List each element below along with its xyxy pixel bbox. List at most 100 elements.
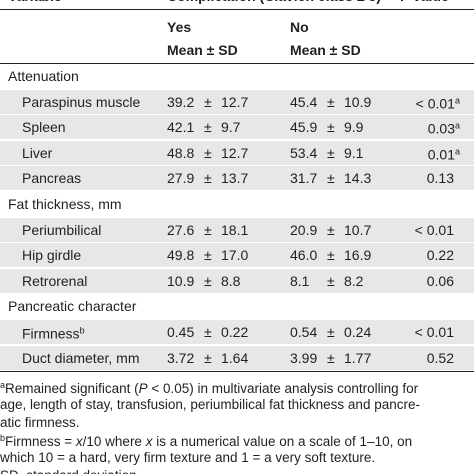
footnote-line: SD, standard deviation.	[0, 468, 140, 474]
yes-mean: 27.9	[167, 170, 195, 187]
footnote-text: SD, standard deviation.	[0, 468, 140, 474]
row-background	[0, 320, 474, 344]
no-sd: 1.77	[344, 349, 372, 366]
section-title: Pancreatic character	[8, 298, 137, 315]
p-value: 0.03a	[428, 118, 460, 137]
p-value: < 0.01a	[416, 92, 460, 111]
section-title: Fat thickness, mm	[8, 196, 122, 212]
p-text: < 0.01	[415, 95, 455, 112]
plus-minus: ±	[327, 170, 335, 187]
no-sd: 10.7	[344, 221, 372, 238]
footnote-line: which 10 = a hard, very firm texture and…	[0, 450, 375, 466]
yes-sd: 8.8	[221, 272, 241, 289]
row-background	[0, 217, 474, 242]
row-label: Liver	[22, 144, 53, 161]
plus-minus: ±	[327, 247, 335, 264]
footnote-mark: b	[0, 433, 6, 444]
no-sd: 9.1	[344, 144, 364, 161]
footnote-text: x	[75, 434, 83, 450]
plus-minus: ±	[327, 93, 335, 110]
plus-minus: ±	[327, 272, 335, 289]
yes-mean: 42.1	[167, 119, 195, 136]
footnote-text: x	[145, 434, 153, 450]
yes-sd: 13.7	[221, 170, 249, 187]
footnote-line: atic firmness.	[0, 415, 80, 431]
row-background	[0, 243, 474, 268]
yes-sd: 1.64	[221, 349, 249, 366]
no-mean: 45.4	[290, 93, 318, 110]
header-no: No	[290, 19, 309, 35]
plus-minus: ±	[327, 119, 335, 136]
footnote-line: aRemained significant (P < 0.05) in mult…	[0, 377, 418, 397]
plus-minus: ±	[204, 144, 212, 161]
header-group: Complication (Clavien class ≥ 3)	[167, 0, 381, 4]
row-label: Firmnessb	[22, 323, 85, 342]
p-text: < 0.01	[414, 221, 454, 238]
row-label: Retrorenal	[22, 272, 88, 289]
yes-sd: 0.22	[221, 324, 249, 340]
footnote-text: age, length of stay, transfusion, perium…	[0, 396, 420, 412]
yes-sd: 12.7	[221, 93, 249, 110]
no-sd: 9.9	[344, 119, 364, 136]
no-sd: 0.24	[344, 324, 372, 340]
row-background	[0, 268, 474, 293]
row-label: Spleen	[22, 119, 66, 136]
row-label: Pancreas	[22, 170, 82, 187]
yes-sd: 12.7	[221, 144, 249, 161]
footnote-mark: a	[454, 95, 460, 106]
header-rule	[0, 63, 474, 64]
p-value: < 0.01	[415, 222, 454, 238]
header-variable: Variable	[8, 0, 62, 4]
row-label: Duct diameter, mm	[22, 349, 140, 366]
footnote-mark: b	[79, 325, 85, 336]
plus-minus: ±	[327, 221, 335, 238]
plus-minus: ±	[204, 221, 212, 238]
no-mean: 0.54	[290, 324, 318, 340]
plus-minus: ±	[204, 119, 212, 136]
plus-minus: ±	[327, 324, 335, 340]
p-value: 0.13	[427, 170, 454, 186]
p-value: 0.52	[427, 350, 454, 366]
footnote-text: Remained significant (	[5, 381, 139, 396]
plus-minus: ±	[327, 349, 335, 366]
no-mean: 46.0	[290, 247, 318, 264]
yes-mean: 48.8	[167, 144, 195, 161]
header-yes-stat: Mean ± SD	[167, 42, 238, 58]
footnote-text: /10 where	[82, 434, 146, 450]
yes-mean: 10.9	[167, 272, 195, 289]
p-text: < 0.01	[414, 324, 454, 340]
no-sd: 10.9	[344, 93, 372, 110]
row-background	[0, 166, 474, 191]
plus-minus: ±	[204, 93, 212, 110]
no-mean: 3.99	[290, 349, 318, 366]
footnote-line: age, length of stay, transfusion, perium…	[0, 397, 420, 413]
footnote-mark: a	[0, 380, 6, 390]
table-bottom-rule	[0, 371, 474, 373]
yes-mean: 27.6	[167, 221, 195, 238]
yes-mean: 0.45	[167, 324, 195, 340]
footnote-text: < 0.05) in multivariate analysis control…	[147, 381, 419, 396]
row-label: Paraspinus muscle	[22, 93, 141, 110]
plus-minus: ±	[204, 324, 212, 340]
footnote-line: bFirmness = x/10 where x is a numerical …	[0, 430, 412, 450]
p-text: 0.03	[427, 120, 455, 137]
row-label: Hip girdle	[22, 247, 82, 264]
footnote-text: is a numerical value on a scale of 1–10,…	[152, 434, 413, 450]
footnote-text: P	[138, 381, 148, 396]
yes-mean: 3.72	[167, 349, 195, 366]
plus-minus: ±	[204, 247, 212, 264]
header-rule	[0, 9, 474, 10]
yes-sd: 17.0	[221, 247, 249, 264]
row-background	[0, 89, 474, 114]
yes-mean: 39.2	[167, 93, 195, 110]
no-sd: 14.3	[344, 170, 372, 187]
footnote-text: atic firmness.	[0, 414, 80, 430]
footnote-mark: a	[454, 146, 460, 157]
row-label: Periumbilical	[22, 221, 102, 238]
no-mean: 8.1	[290, 272, 310, 289]
section-title: Attenuation	[8, 68, 79, 84]
row-background	[0, 140, 474, 165]
plus-minus: ±	[204, 272, 212, 289]
p-value: < 0.01	[415, 324, 454, 340]
